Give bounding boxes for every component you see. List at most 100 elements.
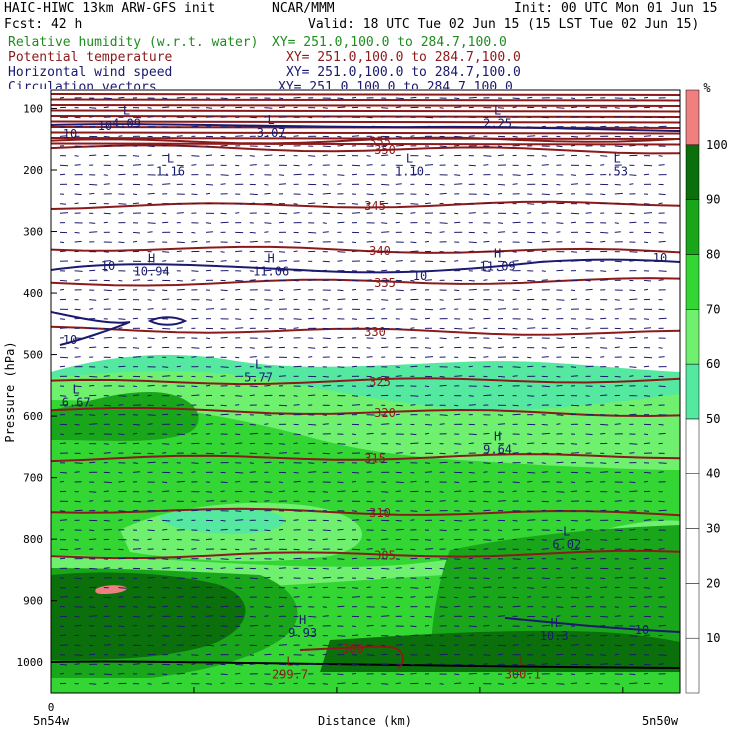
wind-vector <box>264 683 273 685</box>
wind-vector <box>191 308 197 311</box>
wind-vector <box>322 567 329 570</box>
wind-vector <box>118 663 123 666</box>
wind-vector <box>351 241 357 244</box>
wind-vector <box>59 126 66 128</box>
wind-vector <box>162 635 170 637</box>
wind-vector <box>220 682 225 685</box>
wind-vector <box>585 587 590 589</box>
field-rh-xy: XY= 251.0,100.0 to 284.7,100.0 <box>272 35 507 50</box>
colorbar-label: 10 <box>706 631 720 645</box>
wind-vector <box>59 672 65 675</box>
wind-vector <box>220 452 227 454</box>
wind-contour <box>51 311 131 346</box>
wind-vector <box>439 375 445 378</box>
wind-vector <box>366 308 373 311</box>
wind-vector <box>541 193 550 196</box>
wind-vector <box>322 116 330 118</box>
wind-vector <box>103 519 110 522</box>
wind-vector <box>337 144 344 147</box>
wind-vector <box>59 327 68 329</box>
wind-vector <box>556 567 561 570</box>
wind-vector <box>74 500 81 503</box>
wind-vector <box>483 432 490 435</box>
wind-vector <box>629 375 634 377</box>
wind-vector <box>512 644 519 646</box>
wind-vector <box>162 673 168 676</box>
wind-vector <box>585 634 590 637</box>
wind-vector <box>205 260 215 263</box>
wind-vector <box>59 356 69 359</box>
rh-band-80-top <box>51 392 199 441</box>
colorbar-swatch <box>685 309 700 365</box>
wind-vector <box>585 250 590 253</box>
wind-vector <box>614 116 622 118</box>
wind-vector <box>293 203 298 205</box>
theta-label: 320 <box>374 406 396 420</box>
wind-vector <box>191 164 197 166</box>
wind-vector <box>541 462 546 464</box>
wind-vector <box>74 347 79 349</box>
wind-vector <box>585 433 593 436</box>
wind-vector <box>132 663 141 665</box>
wind-vector <box>337 490 346 493</box>
wind-vector <box>643 663 652 666</box>
wind-vector <box>570 289 576 292</box>
wind-vector <box>600 394 608 397</box>
wind-vector <box>643 212 653 214</box>
wind-vector <box>337 221 345 224</box>
colorbar-swatch <box>685 363 700 420</box>
wind-vector <box>629 144 636 147</box>
wind-vector <box>600 193 606 196</box>
wind-vector <box>103 558 108 560</box>
wind-vector <box>629 298 638 301</box>
wind-vector <box>556 644 562 647</box>
wind-vector <box>468 442 474 445</box>
wind-label: 10 <box>101 259 115 273</box>
wind-vector <box>468 634 474 637</box>
wind-vector <box>643 625 649 628</box>
wind-vector <box>468 480 477 483</box>
wind-vector <box>293 241 301 244</box>
wind-vector <box>424 471 433 473</box>
wind-vector <box>483 615 488 618</box>
wind-vector <box>556 154 565 157</box>
wind-vector <box>59 173 66 176</box>
wind-vector <box>439 538 444 541</box>
wind-vector <box>176 404 184 406</box>
wind-vector <box>118 365 126 368</box>
wind-vector <box>454 183 463 185</box>
wind-vector <box>600 202 608 205</box>
wind-vector <box>235 135 244 137</box>
wind-vector <box>366 654 375 656</box>
wind-vector <box>600 125 607 128</box>
wind-vector <box>132 270 139 272</box>
wind-vector <box>235 625 241 628</box>
wind-vector <box>424 654 431 656</box>
wind-vector <box>629 251 638 253</box>
wind-vector <box>278 298 286 301</box>
wind-vector <box>614 337 623 340</box>
wind-vector <box>220 596 227 599</box>
wind-vector <box>351 480 357 483</box>
wind-vector <box>176 250 182 253</box>
wind-vector <box>570 144 576 147</box>
wind-vector <box>570 97 576 100</box>
wind-vector <box>337 183 342 185</box>
wind-vector <box>483 356 489 358</box>
extremum-type: L <box>73 382 80 396</box>
wind-vector <box>147 154 152 157</box>
wind-vector <box>643 587 651 589</box>
wind-vector <box>249 471 256 473</box>
wind-vector <box>249 155 255 157</box>
wind-vector <box>59 442 67 445</box>
wind-vector <box>264 414 272 416</box>
wind-vector <box>527 433 533 436</box>
wind-vector <box>103 97 112 100</box>
wind-vector <box>600 654 607 656</box>
wind-vector <box>249 202 255 205</box>
extremum-value: 299.7 <box>272 667 308 681</box>
wind-vector <box>308 615 317 618</box>
wind-vector <box>351 587 359 589</box>
wind-vector <box>424 193 430 196</box>
wind-vector <box>570 375 579 377</box>
